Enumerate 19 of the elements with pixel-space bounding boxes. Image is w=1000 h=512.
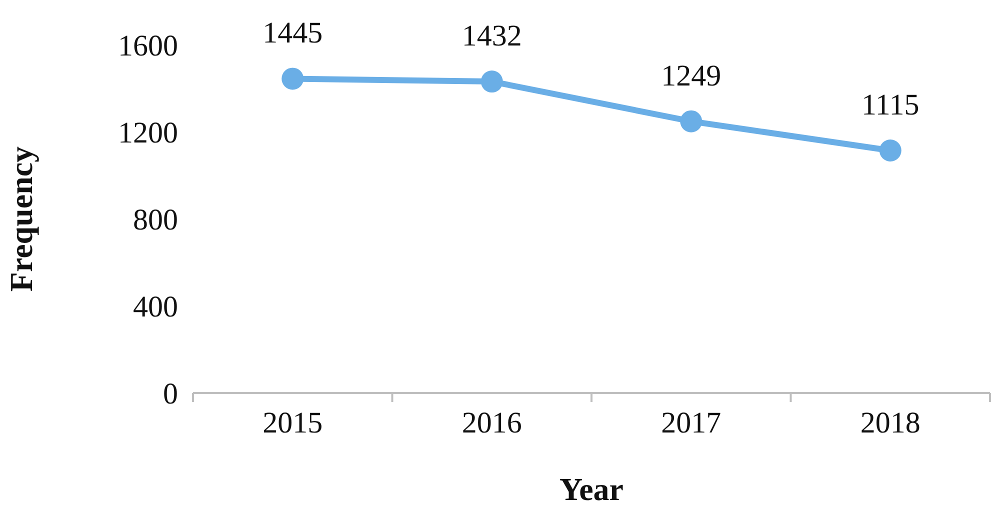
point	[879, 140, 902, 162]
x-tick-label: 2017	[661, 406, 722, 440]
data-label: 1432	[462, 20, 522, 53]
x-tick-label: 2015	[262, 406, 323, 440]
y-tick-label: 800	[133, 204, 178, 236]
y-tick-label: 1600	[118, 30, 178, 62]
x-tick-label: 2018	[860, 406, 920, 440]
point	[480, 70, 503, 93]
y-tick-label: 1200	[118, 116, 178, 150]
point	[282, 68, 304, 90]
y-axis-title: Frequency	[3, 146, 39, 292]
data-label: 1115	[861, 88, 920, 122]
x-axis-title: Year	[560, 471, 624, 507]
x-tick-label: 2016	[462, 406, 522, 440]
data-label: 1445	[262, 16, 323, 50]
point	[680, 110, 702, 132]
y-tick-label: 400	[133, 290, 178, 324]
y-tick-label: 0	[163, 378, 178, 410]
data-label: 1249	[661, 59, 722, 92]
